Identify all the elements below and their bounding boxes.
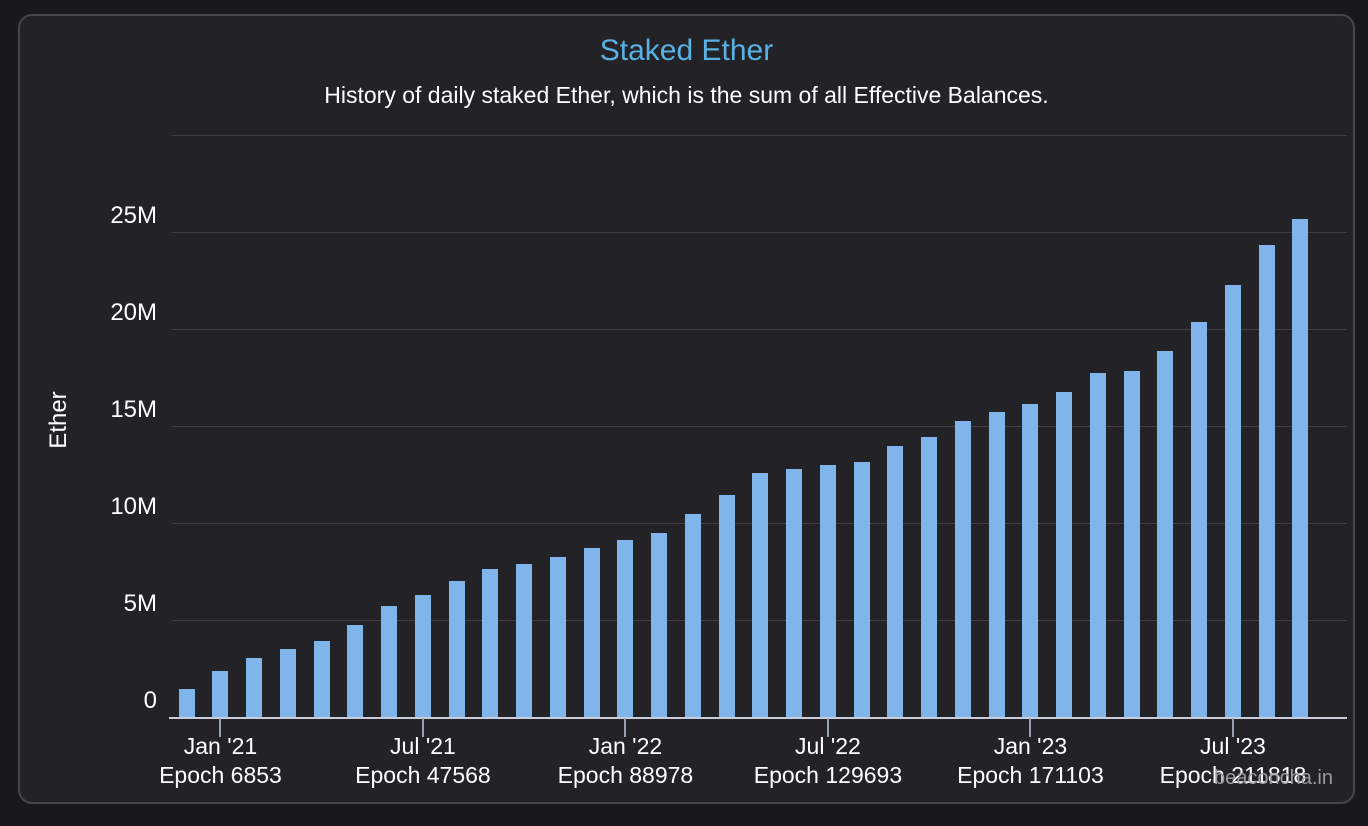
bar-26[interactable] xyxy=(1056,392,1073,718)
bar-7[interactable] xyxy=(414,594,431,718)
bar-4[interactable] xyxy=(313,641,330,718)
plot-area: 0 5M 10M 15M 20M 25M Jan '21 Epoch 6853 Jul '21… xyxy=(110,135,1347,788)
bar-3[interactable] xyxy=(279,649,296,718)
x-axis-label-epoch: Epoch 6853 xyxy=(159,762,282,788)
bar-18[interactable] xyxy=(786,468,803,718)
gridline-20M xyxy=(172,329,1347,330)
bar-25[interactable] xyxy=(1022,403,1039,718)
gridline-30M xyxy=(172,135,1347,136)
bar-22[interactable] xyxy=(921,436,938,718)
x-axis-label-epoch: Epoch 211818 xyxy=(1159,762,1307,788)
gridline-25M xyxy=(172,232,1347,233)
x-axis-label: Jan '23 Epoch 171103 xyxy=(880,732,1180,790)
x-axis-label-epoch: Epoch 88978 xyxy=(557,762,694,788)
chart-subtitle: History of daily staked Ether, which is … xyxy=(324,82,1049,108)
bar-23[interactable] xyxy=(954,421,971,718)
y-axis-label-10M: 10M xyxy=(110,493,157,520)
bar-5[interactable] xyxy=(347,624,364,718)
x-axis-label: Jul '21 Epoch 47568 xyxy=(273,732,573,790)
chart-title: Staked Ether xyxy=(599,34,774,67)
bar-15[interactable] xyxy=(684,514,701,718)
x-axis-label: Jan '21 Epoch 6853 xyxy=(70,732,370,790)
x-tick-mark xyxy=(1029,718,1032,737)
x-axis-line xyxy=(169,717,1347,719)
x-tick-mark xyxy=(1231,718,1234,737)
y-axis-label-25M: 25M xyxy=(110,202,157,229)
x-axis-label-date: Jul '22 xyxy=(795,733,861,759)
x-axis-label: Jul '22 Epoch 129693 xyxy=(678,732,978,790)
bar-28[interactable] xyxy=(1123,370,1140,718)
x-tick-mark xyxy=(219,718,222,737)
bar-0[interactable] xyxy=(178,688,195,718)
bar-2[interactable] xyxy=(246,657,263,718)
x-axis-label-date: Jan '23 xyxy=(993,733,1068,759)
bar-19[interactable] xyxy=(819,464,836,718)
bar-9[interactable] xyxy=(482,568,499,718)
bar-16[interactable] xyxy=(718,494,735,718)
x-axis-label: Jan '22 Epoch 88978 xyxy=(475,732,775,790)
bar-30[interactable] xyxy=(1191,322,1208,718)
bar-6[interactable] xyxy=(381,606,398,718)
bar-20[interactable] xyxy=(853,461,870,718)
bar-13[interactable] xyxy=(617,540,634,718)
watermark-link[interactable]: beaconcha.in xyxy=(1214,767,1333,789)
x-axis-label-epoch: Epoch 129693 xyxy=(753,762,903,788)
bar-33[interactable] xyxy=(1292,219,1309,718)
bar-24[interactable] xyxy=(988,412,1005,718)
bar-17[interactable] xyxy=(752,472,769,718)
y-axis-label-20M: 20M xyxy=(110,299,157,326)
bar-8[interactable] xyxy=(448,581,465,718)
x-tick-mark xyxy=(624,718,627,737)
bar-29[interactable] xyxy=(1157,351,1174,718)
gridline-15M xyxy=(172,426,1347,427)
x-axis-label-date: Jul '23 xyxy=(1200,733,1266,759)
x-axis-label-epoch: Epoch 171103 xyxy=(957,762,1104,788)
x-axis-label-date: Jan '22 xyxy=(588,733,663,759)
bar-14[interactable] xyxy=(651,532,668,718)
bar-10[interactable] xyxy=(516,563,533,718)
bar-1[interactable] xyxy=(212,671,229,718)
x-tick-mark xyxy=(421,718,424,737)
bar-31[interactable] xyxy=(1224,285,1241,718)
x-axis-label-epoch: Epoch 47568 xyxy=(355,762,491,788)
y-axis-label-15M: 15M xyxy=(110,396,157,423)
x-axis-label-date: Jan '21 xyxy=(183,733,258,759)
bar-21[interactable] xyxy=(887,446,904,718)
bar-32[interactable] xyxy=(1258,244,1275,718)
x-axis-label: Jul '23 Epoch 211818 xyxy=(1083,732,1368,790)
chart-card: Staked Ether History of daily staked Eth… xyxy=(18,14,1355,804)
y-axis-label-5M: 5M xyxy=(123,590,157,617)
y-axis-label-0: 0 xyxy=(143,687,157,714)
bar-27[interactable] xyxy=(1089,372,1106,718)
x-tick-mark xyxy=(826,718,829,737)
x-axis-label-date: Jul '21 xyxy=(390,733,456,759)
bar-12[interactable] xyxy=(583,548,600,718)
bar-11[interactable] xyxy=(549,556,566,718)
